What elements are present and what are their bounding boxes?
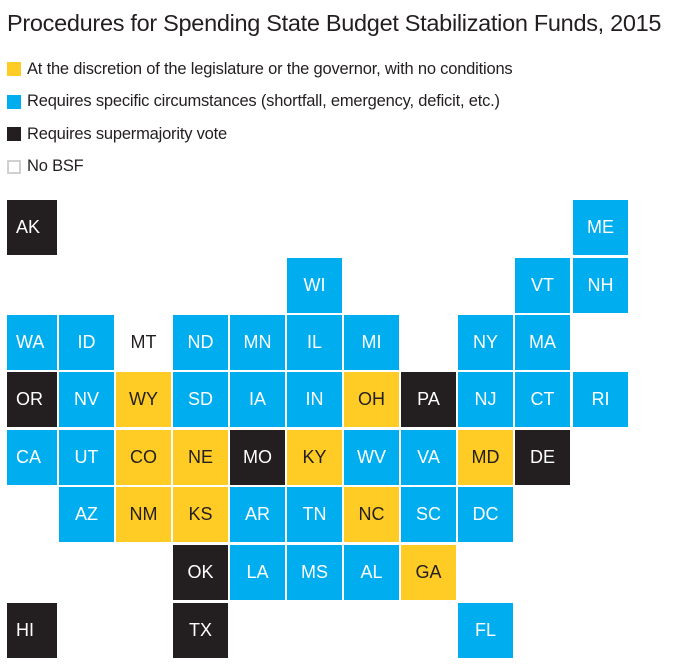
state-tile-ks: KS xyxy=(173,487,228,542)
legend-swatch-supermajority xyxy=(7,127,21,142)
state-tile-id: ID xyxy=(59,315,114,370)
legend-label-circumstances: Requires specific circumstances (shortfa… xyxy=(27,92,500,111)
state-tile-ca: CA xyxy=(7,430,57,485)
legend-swatch-no-bsf xyxy=(7,159,21,174)
legend-item-circumstances: Requires specific circumstances (shortfa… xyxy=(7,86,512,119)
state-tile-md: MD xyxy=(458,430,513,485)
state-tile-ri: RI xyxy=(573,372,628,427)
legend-swatch-discretion xyxy=(7,62,21,77)
state-tile-mo: MO xyxy=(230,430,285,485)
state-tile-ms: MS xyxy=(287,545,342,600)
state-tile-ia: IA xyxy=(230,372,285,427)
state-tile-wy: WY xyxy=(116,372,171,427)
state-tile-nd: ND xyxy=(173,315,228,370)
state-tile-de: DE xyxy=(515,430,570,485)
state-tile-nc: NC xyxy=(344,487,399,542)
state-tile-az: AZ xyxy=(59,487,114,542)
state-tile-hi: HI xyxy=(7,603,57,658)
state-tile-wa: WA xyxy=(7,315,57,370)
legend-item-supermajority: Requires supermajority vote xyxy=(7,118,512,151)
state-tile-ma: MA xyxy=(515,315,570,370)
legend: At the discretion of the legislature or … xyxy=(7,53,513,184)
state-tile-ct: CT xyxy=(515,372,570,427)
state-tile-me: ME xyxy=(573,200,628,255)
state-tile-vt: VT xyxy=(515,258,570,313)
legend-item-no-bsf: No BSF xyxy=(7,151,512,184)
state-tile-ne: NE xyxy=(173,430,228,485)
state-tile-nm: NM xyxy=(116,487,171,542)
state-tile-mn: MN xyxy=(230,315,285,370)
state-tile-or: OR xyxy=(7,372,57,427)
chart-title: Procedures for Spending State Budget Sta… xyxy=(7,10,662,36)
state-tile-nv: NV xyxy=(59,372,114,427)
state-tile-oh: OH xyxy=(344,372,399,427)
legend-label-supermajority: Requires supermajority vote xyxy=(27,124,228,143)
state-tile-ny: NY xyxy=(458,315,513,370)
state-tile-ok: OK xyxy=(173,545,228,600)
state-tile-ga: GA xyxy=(401,545,456,600)
state-tile-mt: MT xyxy=(116,315,171,370)
state-tile-la: LA xyxy=(230,545,285,600)
state-tile-sd: SD xyxy=(173,372,228,427)
legend-item-discretion: At the discretion of the legislature or … xyxy=(7,53,513,86)
state-tile-va: VA xyxy=(401,430,456,485)
state-tile-il: IL xyxy=(287,315,342,370)
state-tile-wv: WV xyxy=(344,430,399,485)
state-tile-tx: TX xyxy=(173,603,228,658)
state-tile-ak: AK xyxy=(7,200,57,255)
state-tile-co: CO xyxy=(116,430,171,485)
state-tile-al: AL xyxy=(344,545,399,600)
state-tile-nj: NJ xyxy=(458,372,513,427)
state-tile-sc: SC xyxy=(401,487,456,542)
state-tile-pa: PA xyxy=(401,372,456,427)
state-tile-fl: FL xyxy=(458,603,513,658)
legend-label-no-bsf: No BSF xyxy=(27,157,84,176)
legend-label-discretion: At the discretion of the legislature or … xyxy=(27,59,513,78)
state-tile-ar: AR xyxy=(230,487,285,542)
state-tile-nh: NH xyxy=(573,258,628,313)
state-tile-in: IN xyxy=(287,372,342,427)
state-tile-tn: TN xyxy=(287,487,342,542)
legend-swatch-circumstances xyxy=(7,94,21,109)
state-tile-mi: MI xyxy=(344,315,399,370)
state-tile-ky: KY xyxy=(287,430,342,485)
state-tile-dc: DC xyxy=(458,487,513,542)
state-tile-wi: WI xyxy=(287,258,342,313)
state-tile-ut: UT xyxy=(59,430,114,485)
